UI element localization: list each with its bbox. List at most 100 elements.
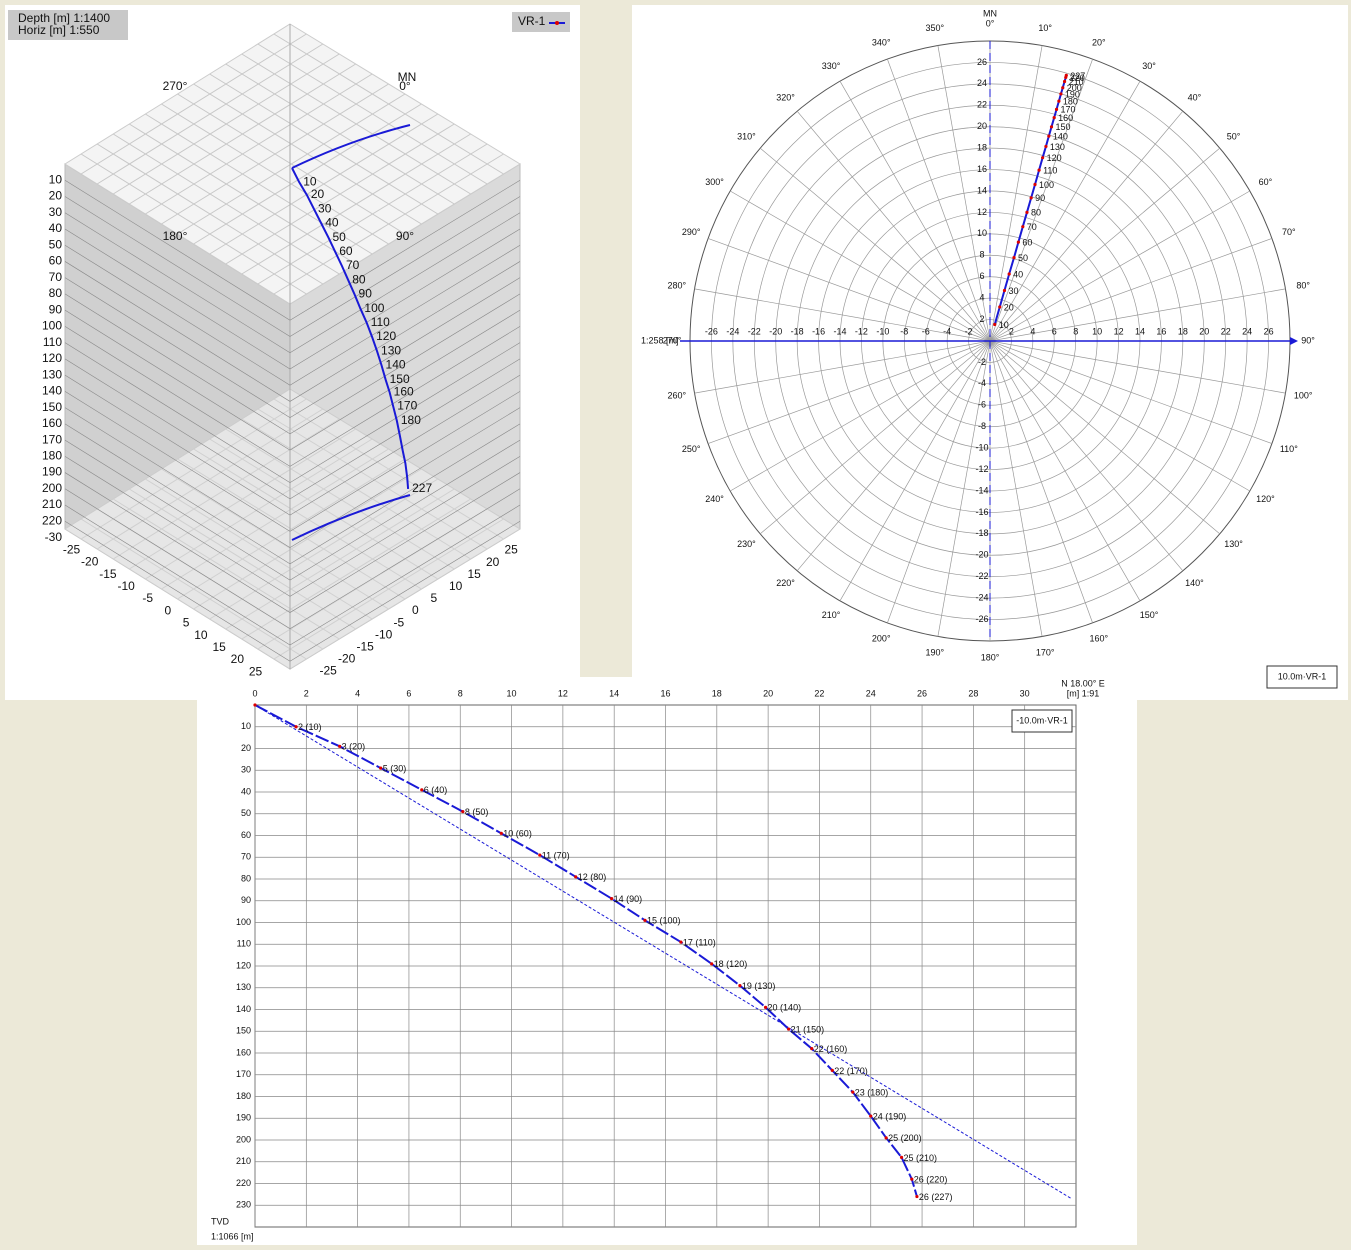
x-tick-label: 10 [507, 688, 517, 698]
depth-grid-line [64, 374, 291, 516]
x-axis-arrow [1290, 337, 1298, 345]
legend-box[interactable] [512, 12, 570, 32]
y-tick-label: 0 [412, 603, 419, 617]
x-tick-label: 0 [165, 603, 172, 617]
station-label: 23 (180) [855, 1088, 889, 1098]
angle-tick-label: 290° [682, 227, 701, 237]
north-label: MN [983, 8, 997, 18]
station-label: 170 [397, 399, 417, 413]
station-marker [1049, 125, 1054, 129]
y-tick-label: -4 [978, 378, 986, 388]
x-tick-label: 4 [355, 688, 360, 698]
angle-tick-label: 10° [1038, 23, 1052, 33]
depth-grid-line [64, 179, 291, 321]
y-tick-label: 18 [977, 143, 987, 153]
y-tick-label: 10 [449, 579, 463, 593]
angle-tick-label: 210° [822, 610, 841, 620]
x-tick-label: 0 [252, 688, 257, 698]
header-box [8, 10, 128, 40]
station-label: 10 [999, 320, 1009, 330]
radial-grid-line [694, 288, 991, 342]
x-tick-label: 30 [1020, 688, 1030, 698]
station-label: 40 [325, 216, 339, 230]
station-label: 17 (110) [683, 937, 716, 947]
depth-grid-line [289, 456, 521, 597]
radial-grid-line [694, 340, 991, 394]
top-grid [273, 153, 504, 295]
angle-tick-label: 160° [1089, 633, 1108, 643]
station-label: 20 [311, 187, 325, 201]
radial-grid-line [796, 110, 991, 342]
depth-grid-line [289, 196, 521, 337]
station-marker [1061, 86, 1065, 90]
x-tick-label: 12 [558, 688, 568, 698]
depth-tick-label: 10 [49, 172, 63, 186]
y-tick-label: -12 [975, 464, 988, 474]
station-label: 160 [394, 385, 414, 399]
station-label: 70 [1027, 222, 1037, 232]
x-tick-label: 12 [1114, 326, 1124, 336]
station-label: 21 (150) [791, 1024, 825, 1034]
station-label: 22 (170) [834, 1066, 868, 1076]
radial-grid-line [796, 340, 991, 572]
angle-tick-label: 120° [1256, 494, 1275, 504]
radial-grid-line [730, 340, 991, 492]
angle-tick-label: 100° [1294, 390, 1313, 400]
legend-box[interactable] [1266, 665, 1338, 689]
angle-tick-label: 60° [1259, 177, 1273, 187]
station-label: 227 [412, 481, 432, 495]
y-tick-label: 30 [241, 765, 251, 775]
station-marker [499, 831, 503, 835]
station-label: 3 (20) [342, 742, 366, 752]
station-label: 10 (60) [503, 829, 532, 839]
floor-grid [145, 478, 373, 620]
depth-tick-label: 90 [49, 302, 63, 316]
station-marker [763, 1005, 768, 1009]
y-tick-label: 90 [241, 895, 251, 905]
top-grid [193, 103, 422, 245]
depth-grid-line [64, 423, 291, 565]
angle-tick-label: 90° [1301, 335, 1315, 345]
radial-grid-line [887, 340, 991, 624]
station-marker [253, 703, 257, 707]
x-tick-label: -5 [142, 591, 153, 605]
station-marker [1029, 196, 1033, 200]
depth-grid-line [64, 261, 291, 402]
station-marker [810, 1047, 814, 1051]
station-label: 2 (10) [298, 722, 322, 732]
depth-tick-label: 70 [49, 270, 63, 284]
trajectory-section [254, 704, 918, 1197]
top-grid [161, 103, 389, 245]
legend-box[interactable] [1011, 709, 1073, 733]
y-tick-label: -10 [375, 627, 393, 641]
station-label: 90 [359, 287, 373, 301]
y-tick-label: 2 [979, 314, 984, 324]
floor-grid [177, 458, 406, 600]
station-label: 40 [1013, 269, 1023, 279]
depth-grid-line [64, 196, 291, 337]
y-tick-label: 5 [431, 591, 438, 605]
y-tick-label: -15 [357, 639, 375, 653]
y-tick-label: 190 [236, 1113, 251, 1123]
top-grid [96, 143, 324, 285]
depth-tick-label: 60 [49, 254, 63, 268]
y-tick-label: -10 [975, 443, 988, 453]
x-tick-label: 2 [304, 688, 309, 698]
x-tick-label: 20 [763, 688, 773, 698]
x-tick-label: -2 [965, 326, 973, 336]
x-tick-label: 5 [183, 616, 190, 630]
station-label: 10 [303, 174, 317, 188]
station-marker [538, 853, 542, 857]
station-label: 190 [1065, 89, 1080, 99]
x-tick-label: -12 [855, 326, 868, 336]
depth-grid-line [64, 293, 291, 435]
radial-grid-line [989, 340, 1093, 624]
station-marker [869, 1114, 873, 1118]
station-marker [910, 1177, 914, 1181]
station-label: 15 (100) [647, 916, 681, 926]
station-label: 60 [1022, 237, 1032, 247]
y-tick-label: 230 [236, 1200, 251, 1210]
station-marker [1041, 156, 1045, 160]
station-marker [1012, 256, 1016, 260]
station-marker [1007, 272, 1011, 276]
